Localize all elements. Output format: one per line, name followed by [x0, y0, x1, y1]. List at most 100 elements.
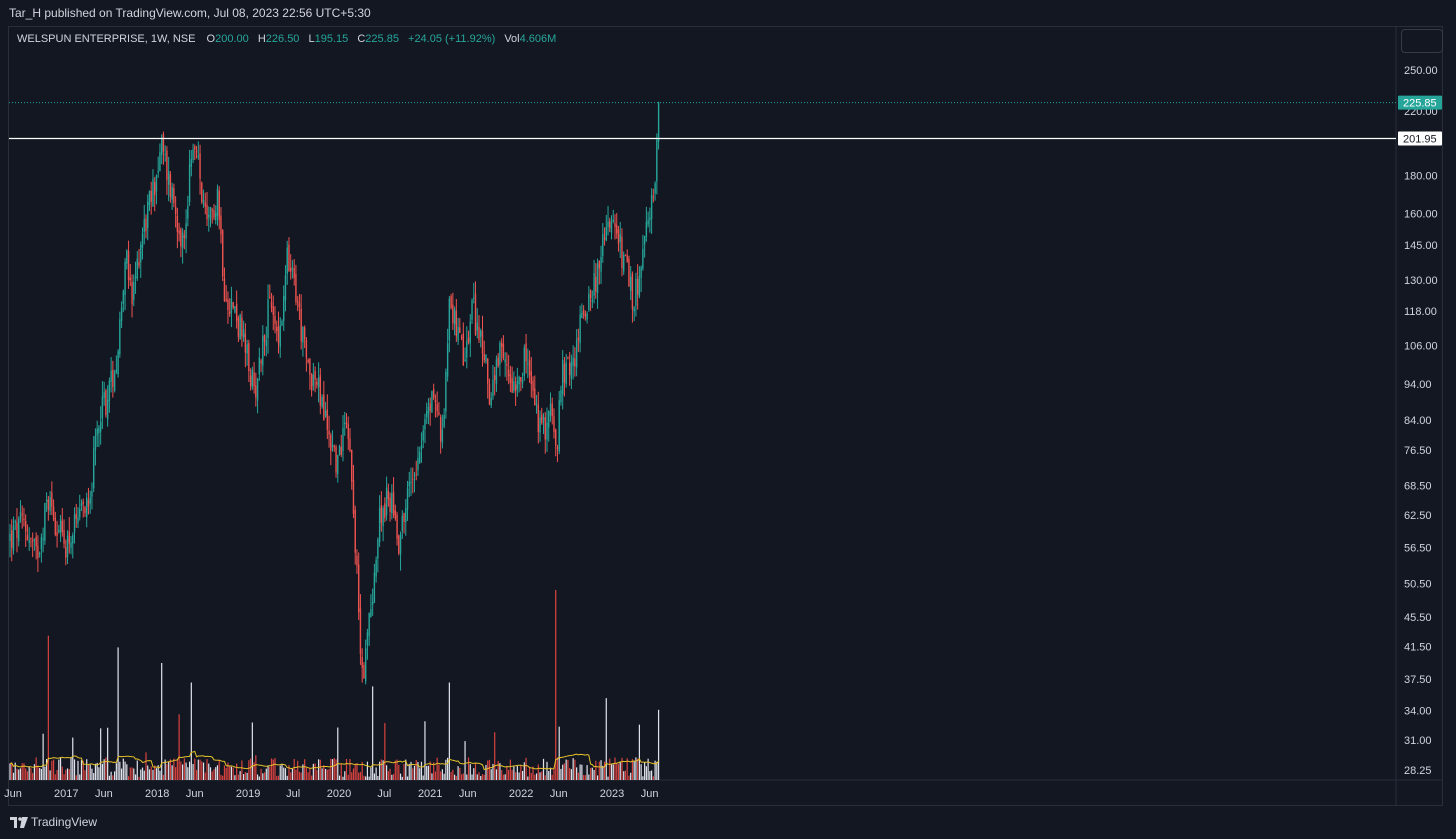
candle-body — [147, 201, 149, 229]
volume-bar — [617, 764, 620, 780]
candle-body — [14, 521, 16, 523]
volume-bar — [326, 769, 328, 780]
candle-body — [497, 357, 499, 366]
volume-bar — [492, 763, 494, 780]
candle-body — [593, 273, 595, 296]
candle-body — [453, 308, 456, 325]
volume-bar — [481, 774, 484, 780]
volume-bar — [44, 766, 46, 780]
candle-body — [555, 429, 557, 446]
volume-bar — [340, 763, 342, 780]
volume-bar — [319, 759, 321, 780]
candle-body — [549, 403, 552, 416]
candle-body — [431, 390, 433, 413]
volume-bar — [628, 775, 630, 780]
volume-bar — [126, 764, 128, 780]
volume-bar — [21, 763, 23, 780]
price-tick-label: 34.00 — [1404, 706, 1432, 718]
price-chart[interactable]: 250.00220.00180.00160.00145.00130.00118.… — [0, 0, 1456, 806]
volume-bar — [290, 772, 292, 780]
candle-body — [351, 449, 353, 482]
candle-body — [481, 330, 484, 354]
candle-body — [629, 277, 632, 291]
time-tick-label: Jun — [95, 788, 113, 800]
candle-body — [366, 632, 369, 646]
candle-body — [473, 297, 475, 299]
price-tick-label: 31.00 — [1404, 735, 1432, 747]
volume-bar — [399, 773, 402, 780]
volume-bar — [204, 772, 206, 780]
candle-body — [73, 514, 76, 533]
volume-bar — [535, 773, 538, 780]
candle-body — [263, 335, 266, 342]
candle-body — [656, 139, 658, 182]
candle-body — [537, 404, 539, 433]
candle-body — [516, 381, 519, 390]
chart-frame[interactable] — [8, 26, 1443, 806]
candle-body — [539, 417, 541, 433]
high-value: 226.50 — [265, 33, 300, 45]
volume-bar — [134, 774, 137, 780]
volume-bar — [33, 764, 36, 780]
volume-bar — [295, 769, 297, 780]
volume-bar — [567, 760, 569, 780]
volume-bar — [384, 723, 386, 780]
volume-bar — [222, 775, 224, 780]
candle-body — [72, 535, 74, 544]
candle-body — [443, 415, 445, 427]
volume-bar — [16, 768, 18, 780]
candle-body — [120, 307, 123, 322]
volume-bar — [157, 765, 159, 780]
volume-bar — [201, 761, 203, 780]
volume-bar — [501, 770, 503, 780]
volume-bar — [265, 768, 267, 780]
volume-bar — [370, 767, 372, 780]
candle-body — [211, 209, 213, 211]
candle-body — [535, 403, 538, 405]
volume-bar — [176, 759, 178, 780]
volume-bar — [155, 768, 158, 780]
time-tick-label: Jun — [550, 788, 568, 800]
volume-bar — [260, 768, 262, 780]
volume-ma-line — [9, 750, 660, 771]
candle-body — [370, 609, 372, 618]
time-tick-label: Jul — [286, 788, 300, 800]
candle-body — [588, 294, 590, 311]
volume-bar — [281, 763, 283, 780]
price-tick-label: 56.50 — [1404, 542, 1432, 554]
volume-bar — [530, 772, 532, 780]
candle-body — [654, 183, 656, 194]
volume-bar — [305, 768, 307, 780]
candle-body — [70, 542, 72, 548]
tradingview-logo-icon — [10, 817, 28, 828]
candle-body — [373, 572, 376, 603]
candle-body — [49, 496, 51, 512]
volume-bar — [640, 764, 642, 780]
candle-body — [300, 308, 302, 342]
candle-body — [16, 522, 18, 539]
candle-body — [276, 326, 278, 332]
volume-bar — [499, 763, 501, 780]
candle-body — [117, 351, 119, 375]
candle-body — [483, 353, 485, 361]
volume-bar — [647, 758, 649, 780]
candle-body — [432, 388, 435, 398]
candle-body — [213, 210, 215, 218]
volume-bar — [66, 768, 69, 780]
volume-bar — [534, 774, 536, 780]
time-tick-label: Jun — [641, 788, 659, 800]
volume-bar — [551, 774, 553, 780]
candle-body — [227, 299, 229, 311]
volume-bar — [39, 768, 41, 780]
candle-body — [417, 457, 419, 471]
candle-body — [19, 512, 22, 520]
candle-body — [26, 534, 29, 541]
volume-bar — [28, 766, 30, 780]
candle-body — [403, 513, 405, 523]
candle-body — [361, 656, 363, 668]
volume-bar — [213, 769, 215, 780]
candle-body — [364, 648, 367, 682]
volume-bar — [241, 760, 243, 780]
scale-settings-button[interactable] — [1401, 29, 1443, 53]
candle-body — [488, 384, 491, 405]
